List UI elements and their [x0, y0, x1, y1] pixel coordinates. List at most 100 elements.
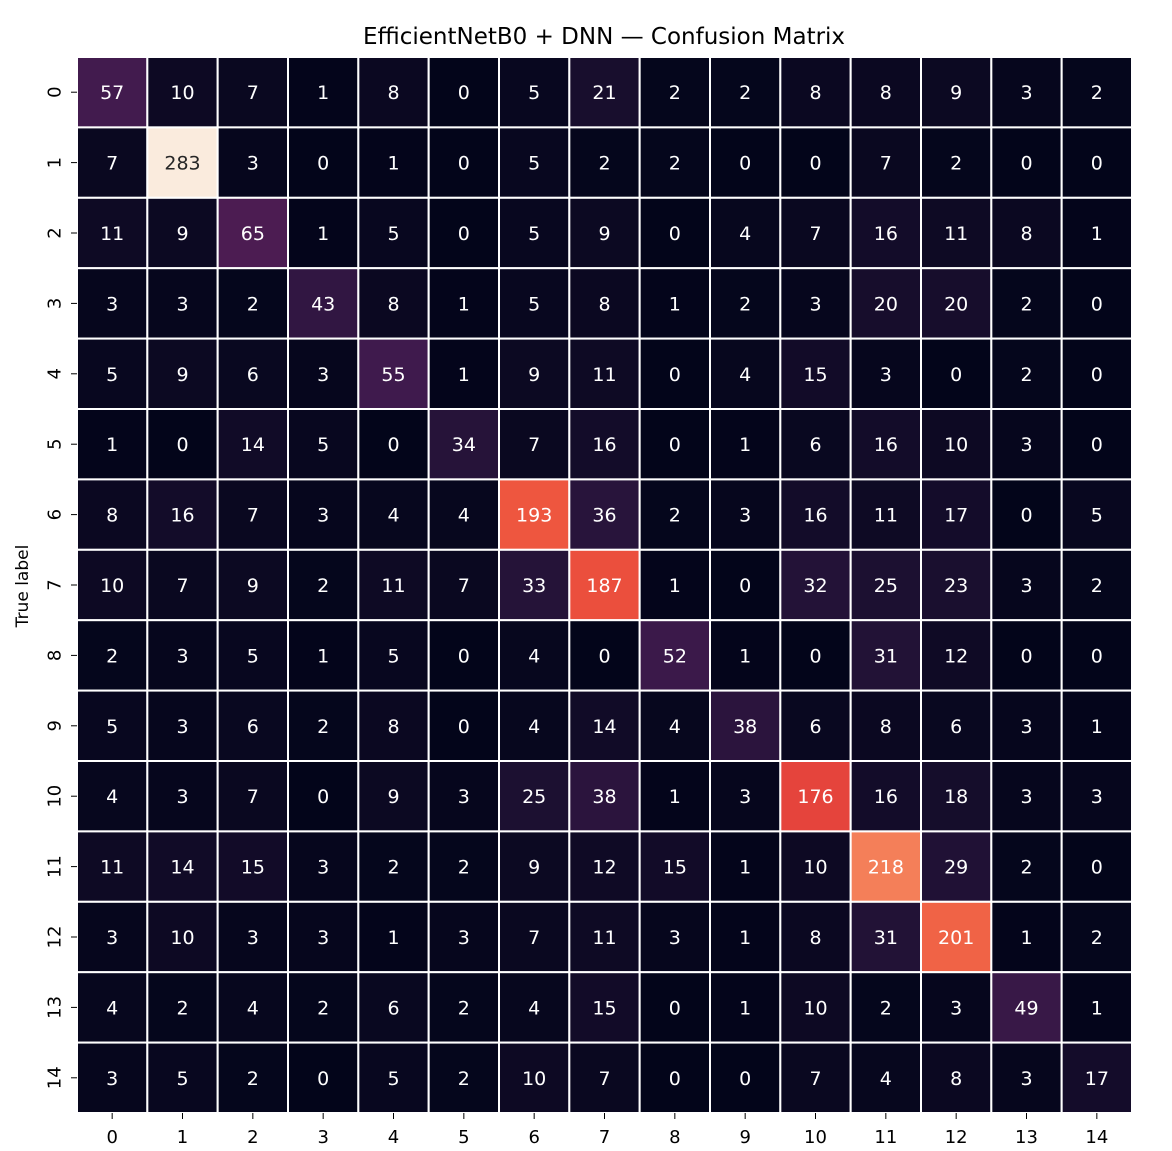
heatmap-cell: [427, 619, 500, 692]
heatmap-cell: [638, 619, 712, 692]
cell-value-label: 9: [528, 364, 540, 386]
heatmap-cell: [146, 548, 219, 622]
heatmap-cell: [920, 126, 993, 199]
cell-value-label: 0: [317, 1068, 329, 1090]
cell-value-label: 1: [458, 293, 470, 315]
cell-value-label: 3: [1020, 1068, 1032, 1090]
heatmap-cell: [568, 830, 641, 903]
cell-value-label: 3: [950, 997, 962, 1019]
heatmap-cell: [76, 619, 149, 692]
cell-value-label: 0: [669, 997, 681, 1019]
cell-value-label: 3: [317, 927, 329, 949]
cell-value-label: 16: [592, 434, 616, 456]
cell-value-label: 7: [528, 434, 540, 456]
x-tick-label: 0: [106, 1127, 117, 1148]
cell-value-label: 57: [100, 82, 124, 104]
cell-value-label: 23: [944, 575, 968, 597]
cell-value-label: 3: [669, 927, 681, 949]
cell-value-label: 17: [944, 505, 968, 527]
heatmap-cell: [920, 830, 993, 903]
heatmap-cell: [849, 408, 923, 481]
cell-value-label: 11: [874, 505, 898, 527]
cell-value-label: 34: [452, 434, 476, 456]
cell-value-label: 3: [106, 293, 118, 315]
cell-value-label: 5: [528, 82, 540, 104]
heatmap-cell: [1060, 548, 1133, 622]
cell-value-label: 3: [247, 927, 259, 949]
cell-value-label: 3: [809, 293, 821, 315]
heatmap-cell: [427, 196, 500, 270]
x-tick-label: 7: [599, 1127, 610, 1148]
cell-value-label: 5: [387, 1068, 399, 1090]
cell-value-label: 0: [669, 223, 681, 245]
cell-value-label: 6: [950, 716, 962, 738]
cell-value-label: 2: [669, 82, 681, 104]
cell-value-label: 52: [663, 645, 687, 667]
cell-value-label: 1: [1091, 223, 1103, 245]
heatmap-cell: [849, 760, 923, 833]
cell-value-label: 3: [880, 364, 892, 386]
cell-value-label: 8: [809, 82, 821, 104]
cell-value-label: 3: [458, 927, 470, 949]
cell-value-label: 32: [803, 575, 827, 597]
cell-value-label: 2: [1091, 927, 1103, 949]
heatmap-cell: [990, 56, 1063, 129]
cell-value-label: 9: [247, 575, 259, 597]
heatmap-cell: [287, 267, 360, 340]
heatmap-cell: [920, 478, 993, 551]
heatmap-cell: [849, 337, 923, 411]
heatmap-cell: [709, 267, 782, 340]
heatmap-cell: [568, 478, 641, 551]
x-tick-label: 4: [388, 1127, 399, 1148]
heatmap-cell: [1060, 1041, 1133, 1114]
cell-value-label: 2: [880, 997, 892, 1019]
heatmap-cell: [849, 478, 923, 551]
y-tick-label: 7: [45, 579, 66, 590]
heatmap-cell: [779, 267, 852, 340]
heatmap-cell: [709, 408, 782, 481]
cell-value-label: 43: [311, 293, 335, 315]
cell-value-label: 8: [809, 927, 821, 949]
cell-value-label: 2: [176, 997, 188, 1019]
heatmap-cell: [427, 1041, 500, 1114]
heatmap-cell: [146, 900, 219, 974]
heatmap-cell: [287, 126, 360, 199]
cell-value-label: 3: [247, 153, 259, 175]
cell-value-label: 1: [739, 645, 751, 667]
heatmap-cell: [498, 900, 571, 974]
cell-value-label: 49: [1014, 997, 1038, 1019]
heatmap-cell: [216, 126, 290, 199]
x-tick-label: 14: [1085, 1127, 1108, 1148]
heatmap-cell: [216, 619, 290, 692]
heatmap-cell: [76, 971, 149, 1044]
cell-value-label: 0: [669, 434, 681, 456]
cell-value-label: 2: [669, 153, 681, 175]
cell-value-label: 8: [880, 82, 892, 104]
cell-value-label: 3: [1020, 575, 1032, 597]
heatmap-cell: [638, 337, 712, 411]
cell-value-label: 11: [592, 927, 616, 949]
cell-value-label: 16: [874, 434, 898, 456]
cell-value-label: 0: [809, 645, 821, 667]
heatmap-cell: [76, 337, 149, 411]
cell-value-label: 25: [874, 575, 898, 597]
cell-value-label: 10: [522, 1068, 546, 1090]
cell-value-label: 176: [797, 786, 833, 808]
cell-value-label: 0: [669, 364, 681, 386]
cell-value-label: 0: [1091, 645, 1103, 667]
cell-value-label: 6: [809, 716, 821, 738]
heatmap-cell: [498, 689, 571, 762]
heatmap-cell: [920, 337, 993, 411]
heatmap-cell: [1060, 478, 1133, 551]
cell-value-label: 2: [669, 505, 681, 527]
cell-value-label: 0: [1020, 505, 1032, 527]
cell-value-label: 5: [528, 293, 540, 315]
heatmap-cell: [638, 900, 712, 974]
heatmap-cell: [920, 689, 993, 762]
heatmap-cell: [146, 408, 219, 481]
cell-value-label: 14: [592, 716, 616, 738]
cell-value-label: 218: [868, 857, 904, 879]
heatmap-cell: [498, 126, 571, 199]
heatmap-cell: [568, 900, 641, 974]
heatmap-cell: [146, 126, 219, 199]
